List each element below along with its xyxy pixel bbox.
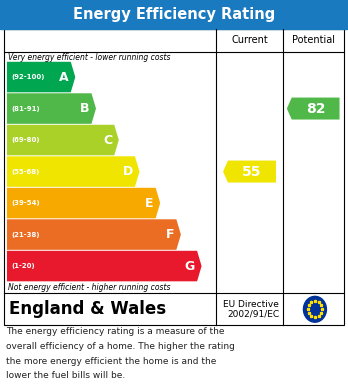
Text: (1-20): (1-20) — [11, 263, 35, 269]
Polygon shape — [7, 156, 140, 187]
Text: (39-54): (39-54) — [11, 200, 40, 206]
Text: Not energy efficient - higher running costs: Not energy efficient - higher running co… — [8, 283, 170, 292]
Text: B: B — [80, 102, 89, 115]
Text: E: E — [145, 197, 153, 210]
Polygon shape — [7, 188, 160, 218]
Text: overall efficiency of a home. The higher the rating: overall efficiency of a home. The higher… — [6, 342, 235, 351]
Text: Potential: Potential — [292, 35, 335, 45]
Text: England & Wales: England & Wales — [9, 300, 167, 318]
Polygon shape — [223, 161, 276, 183]
Text: Energy Efficiency Rating: Energy Efficiency Rating — [73, 7, 275, 22]
Polygon shape — [7, 125, 119, 155]
Text: Very energy efficient - lower running costs: Very energy efficient - lower running co… — [8, 53, 170, 62]
Text: G: G — [185, 260, 195, 273]
Text: The energy efficiency rating is a measure of the: The energy efficiency rating is a measur… — [6, 327, 225, 336]
Text: lower the fuel bills will be.: lower the fuel bills will be. — [6, 371, 126, 380]
Text: (69-80): (69-80) — [11, 137, 40, 143]
Text: A: A — [59, 70, 69, 84]
Polygon shape — [7, 219, 181, 250]
Circle shape — [303, 296, 326, 322]
Text: (81-91): (81-91) — [11, 106, 40, 111]
Bar — [0, 0, 348, 29]
Text: 55: 55 — [242, 165, 262, 179]
Text: 82: 82 — [306, 102, 325, 116]
Polygon shape — [7, 62, 75, 92]
Text: F: F — [166, 228, 174, 241]
Polygon shape — [287, 98, 340, 120]
Text: (92-100): (92-100) — [11, 74, 45, 80]
Polygon shape — [7, 93, 96, 124]
Text: C: C — [103, 134, 112, 147]
Text: the more energy efficient the home is and the: the more energy efficient the home is an… — [6, 357, 217, 366]
Text: (55-68): (55-68) — [11, 169, 39, 174]
Text: Current: Current — [231, 35, 268, 45]
Text: D: D — [122, 165, 133, 178]
Text: (21-38): (21-38) — [11, 231, 40, 238]
Text: 2002/91/EC: 2002/91/EC — [227, 309, 279, 319]
Text: EU Directive: EU Directive — [223, 300, 279, 309]
Bar — [4, 29, 344, 325]
Polygon shape — [7, 251, 201, 281]
